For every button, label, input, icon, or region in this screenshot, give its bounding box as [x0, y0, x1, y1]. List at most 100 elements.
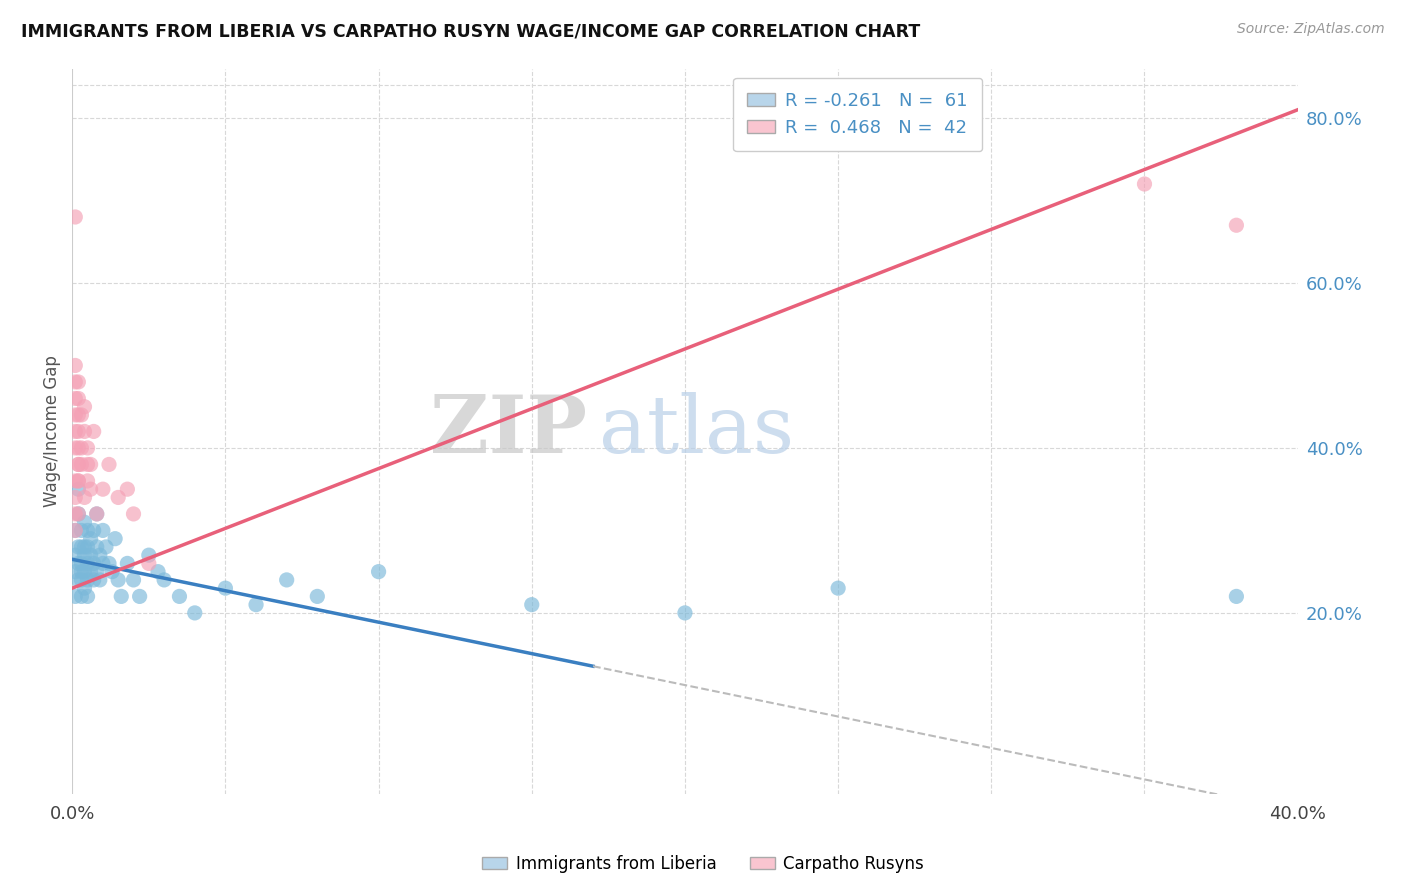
Point: [65, 548, 87, 562]
Point: [76, 458, 98, 472]
Point: [73, 565, 96, 579]
Point: [67, 557, 90, 571]
Y-axis label: Wage/Income Gap: Wage/Income Gap: [44, 356, 60, 508]
Point: [76, 474, 98, 488]
Point: [122, 507, 145, 521]
Point: [79, 565, 101, 579]
Point: [83, 557, 105, 571]
Point: [76, 573, 98, 587]
Point: [138, 557, 160, 571]
Point: [276, 573, 298, 587]
Point: [86, 507, 108, 521]
Text: ZIP: ZIP: [430, 392, 586, 470]
Point: [67, 441, 90, 455]
Point: [65, 392, 87, 406]
Point: [65, 590, 87, 604]
Point: [70, 540, 93, 554]
Point: [153, 573, 176, 587]
Point: [245, 598, 267, 612]
Point: [67, 507, 90, 521]
Point: [79, 482, 101, 496]
Point: [65, 375, 87, 389]
Point: [91, 524, 114, 538]
Point: [1225, 219, 1247, 233]
Point: [1133, 177, 1156, 191]
Point: [73, 548, 96, 562]
Point: [86, 507, 108, 521]
Point: [67, 573, 90, 587]
Point: [73, 491, 96, 505]
Point: [107, 573, 129, 587]
Point: [110, 590, 132, 604]
Point: [122, 573, 145, 587]
Point: [1225, 590, 1247, 604]
Point: [98, 458, 121, 472]
Point: [67, 507, 90, 521]
Point: [117, 482, 139, 496]
Point: [827, 581, 849, 595]
Point: [101, 565, 124, 579]
Point: [89, 548, 111, 562]
Point: [86, 565, 108, 579]
Point: [76, 524, 98, 538]
Point: [65, 524, 87, 538]
Point: [73, 425, 96, 439]
Point: [65, 524, 87, 538]
Point: [104, 532, 127, 546]
Point: [67, 458, 90, 472]
Point: [70, 565, 93, 579]
Point: [79, 532, 101, 546]
Point: [79, 548, 101, 562]
Point: [70, 573, 93, 587]
Point: [70, 590, 93, 604]
Point: [520, 598, 543, 612]
Point: [107, 491, 129, 505]
Point: [83, 524, 105, 538]
Point: [73, 515, 96, 529]
Legend: Immigrants from Liberia, Carpatho Rusyns: Immigrants from Liberia, Carpatho Rusyns: [475, 848, 931, 880]
Point: [138, 548, 160, 562]
Point: [73, 540, 96, 554]
Point: [67, 375, 90, 389]
Point: [91, 482, 114, 496]
Point: [146, 565, 169, 579]
Point: [86, 540, 108, 554]
Point: [67, 540, 90, 554]
Point: [73, 400, 96, 414]
Point: [67, 482, 90, 496]
Point: [67, 392, 90, 406]
Point: [91, 557, 114, 571]
Point: [67, 474, 90, 488]
Point: [65, 565, 87, 579]
Point: [67, 408, 90, 422]
Point: [70, 408, 93, 422]
Point: [67, 425, 90, 439]
Point: [65, 441, 87, 455]
Point: [94, 540, 117, 554]
Point: [76, 590, 98, 604]
Legend: R = -0.261   N =  61, R =  0.468   N =  42: R = -0.261 N = 61, R = 0.468 N = 42: [733, 78, 983, 152]
Point: [65, 408, 87, 422]
Point: [65, 474, 87, 488]
Text: Source: ZipAtlas.com: Source: ZipAtlas.com: [1237, 22, 1385, 37]
Point: [70, 441, 93, 455]
Point: [65, 491, 87, 505]
Point: [184, 606, 207, 620]
Point: [117, 557, 139, 571]
Text: IMMIGRANTS FROM LIBERIA VS CARPATHO RUSYN WAGE/INCOME GAP CORRELATION CHART: IMMIGRANTS FROM LIBERIA VS CARPATHO RUSY…: [21, 22, 921, 40]
Point: [367, 565, 389, 579]
Point: [76, 441, 98, 455]
Point: [79, 458, 101, 472]
Point: [89, 573, 111, 587]
Point: [98, 557, 121, 571]
Point: [65, 507, 87, 521]
Point: [169, 590, 191, 604]
Point: [128, 590, 150, 604]
Point: [65, 210, 87, 224]
Point: [65, 425, 87, 439]
Point: [76, 540, 98, 554]
Point: [65, 359, 87, 373]
Point: [67, 474, 90, 488]
Point: [673, 606, 696, 620]
Text: atlas: atlas: [599, 392, 794, 470]
